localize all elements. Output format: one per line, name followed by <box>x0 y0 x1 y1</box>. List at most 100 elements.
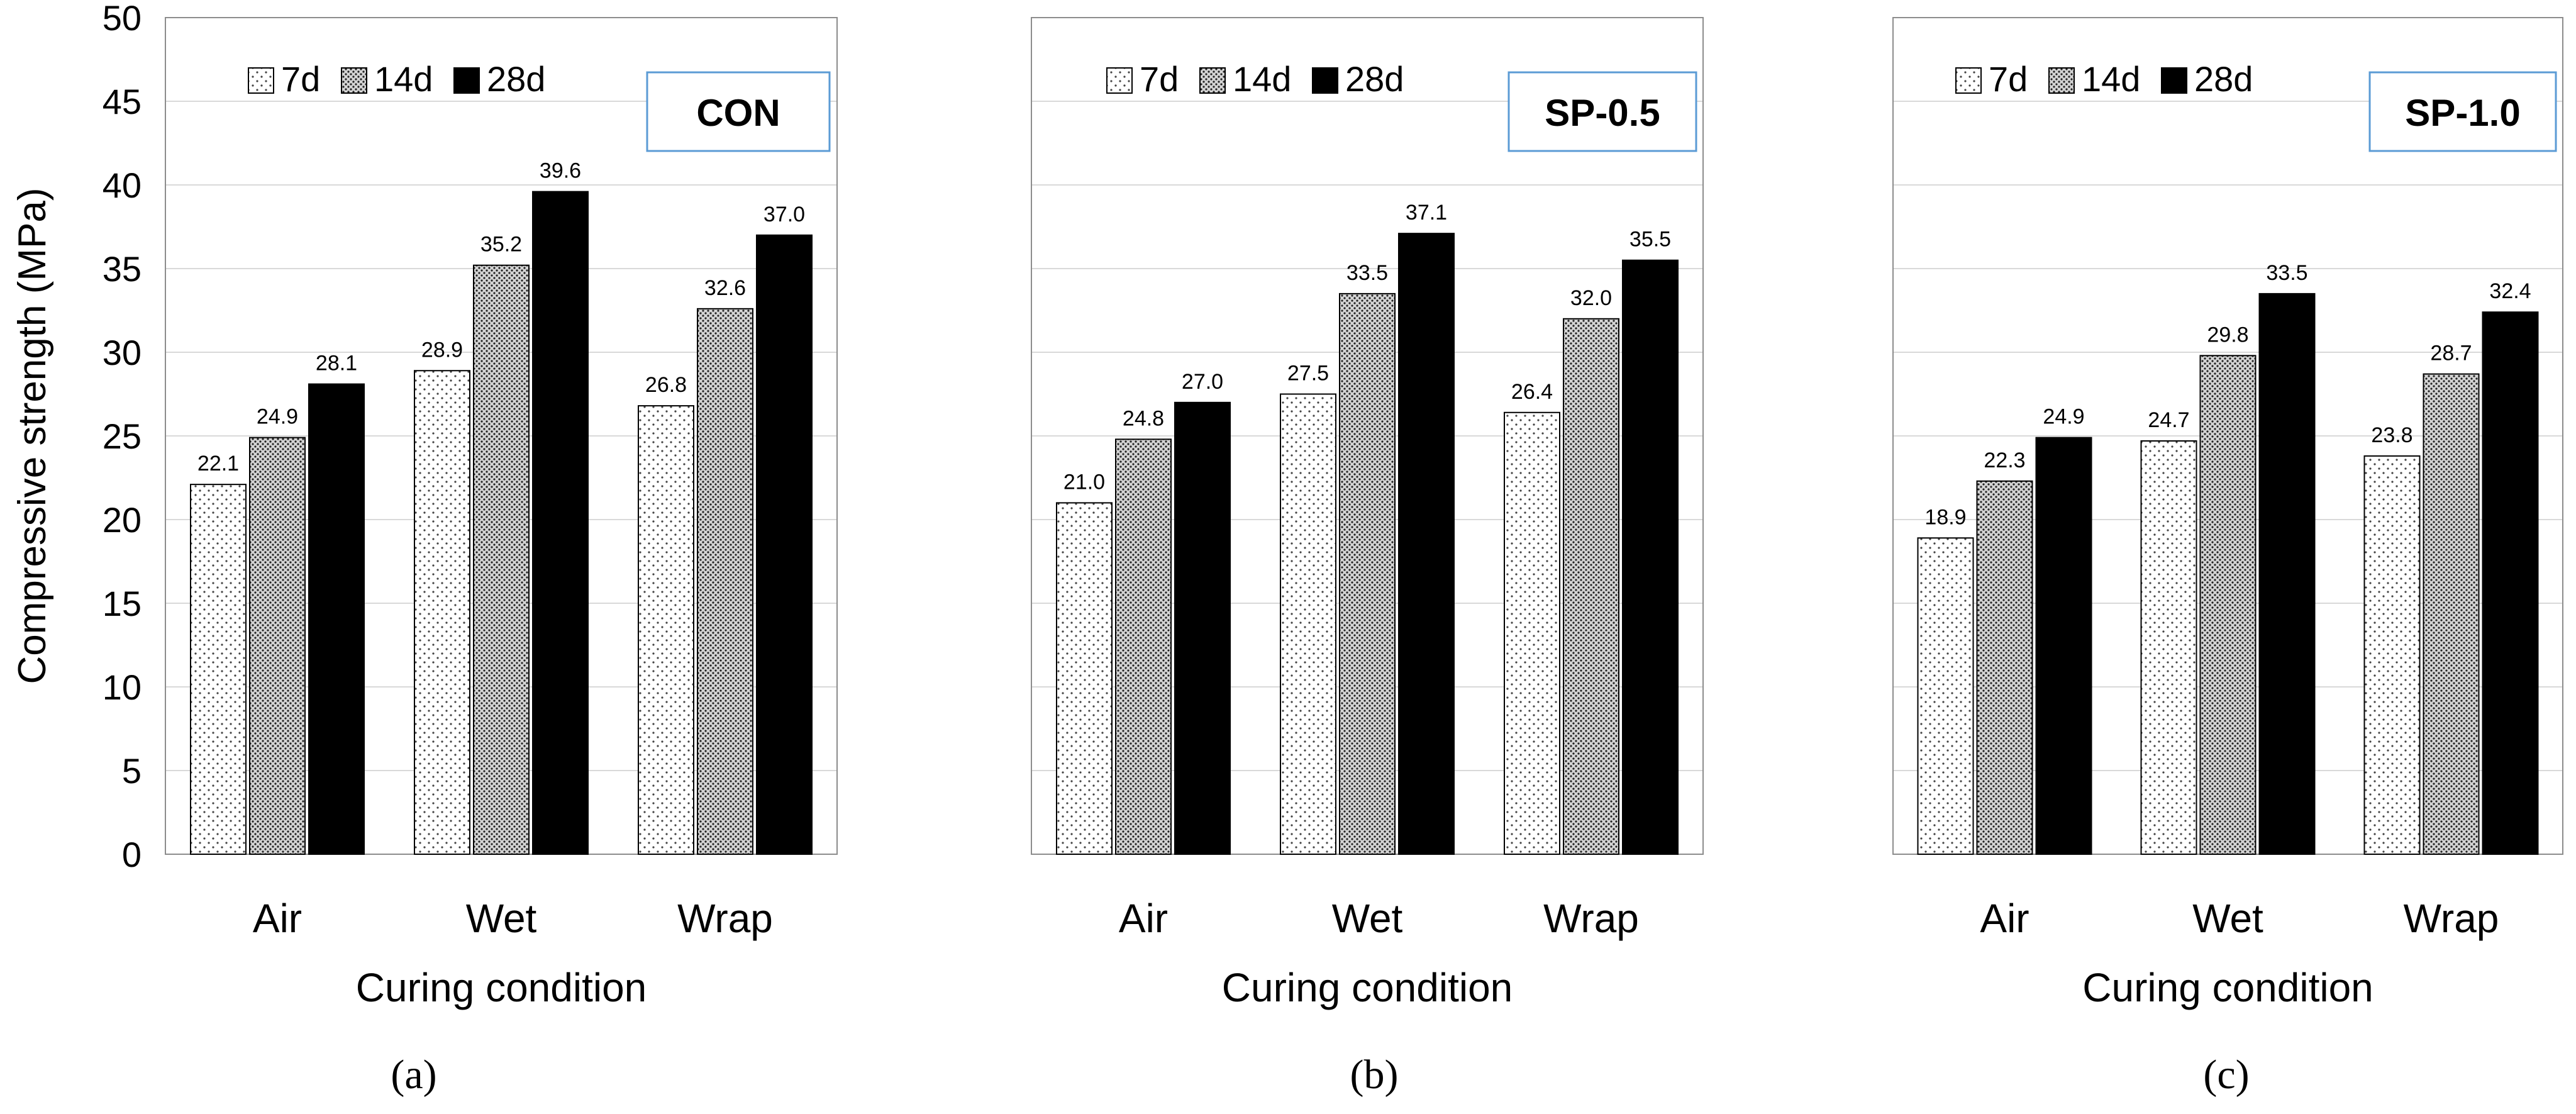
legend-swatch-28d <box>453 67 480 94</box>
data-label: 35.2 <box>480 233 522 257</box>
bar-wet-7d <box>414 370 470 855</box>
bar-air-28d <box>1174 401 1231 855</box>
data-label: 27.0 <box>1182 370 1223 394</box>
x-tick-label: Air <box>1119 896 1168 941</box>
chart-panel-c: 18.9 22.3 24.9 Air 24.7 29.8 33.5 Wet 23.8 28.7 32… <box>1892 17 2563 1098</box>
data-label: 37.0 <box>763 203 805 226</box>
data-label: 37.1 <box>1406 201 1447 225</box>
legend: 7d 14d 28d <box>1955 59 2253 99</box>
bar-wrap-14d <box>697 308 753 855</box>
x-tick-label: Wrap <box>2404 896 2499 941</box>
bar-wet-28d <box>1398 233 1455 855</box>
y-tick-label: 45 <box>103 82 142 121</box>
data-label: 33.5 <box>2266 261 2307 285</box>
legend-swatch-28d <box>1312 67 1338 94</box>
bar-wrap-7d <box>1504 411 1560 855</box>
data-label: 24.8 <box>1123 406 1164 430</box>
x-tick-label: Wet <box>466 896 537 941</box>
data-label: 35.5 <box>1629 228 1671 252</box>
data-label: 23.8 <box>2371 423 2412 447</box>
legend-label-7d: 7d <box>281 59 320 99</box>
y-tick-label: 50 <box>103 0 142 38</box>
bar-wrap-28d <box>756 234 813 855</box>
panel-caption: (a) <box>391 1052 436 1098</box>
legend-swatch-14d <box>1199 67 1226 94</box>
legend-label-7d: 7d <box>1140 59 1179 99</box>
legend-label-7d: 7d <box>1989 59 2028 99</box>
chart-panel-b: 21.0 24.8 27.0 Air 27.5 33.5 37.1 Wet 26.4 32.0 35… <box>1031 17 1704 1098</box>
bar-wet-7d <box>2140 440 2197 855</box>
data-label: 27.5 <box>1287 362 1329 386</box>
data-label: 22.3 <box>1984 448 2025 472</box>
legend-label-28d: 28d <box>1345 59 1404 99</box>
bar-air-28d <box>2035 437 2092 855</box>
bar-air-28d <box>308 383 365 855</box>
y-tick-label: 15 <box>103 584 142 623</box>
panel-label-box <box>646 71 831 152</box>
data-label: 24.7 <box>2148 408 2189 432</box>
y-tick-label: 35 <box>103 249 142 289</box>
bar-wrap-7d <box>2363 455 2421 855</box>
bar-wet-14d <box>473 264 530 855</box>
legend-label-14d: 14d <box>374 59 433 99</box>
data-label: 24.9 <box>2043 405 2084 429</box>
legend-swatch-7d <box>1106 67 1133 94</box>
y-axis-label: Compressive strength (MPa) <box>11 187 54 684</box>
bar-wet-14d <box>1339 292 1396 855</box>
data-label: 18.9 <box>1924 505 1966 529</box>
data-label: 32.6 <box>704 276 746 300</box>
y-tick-label: 0 <box>122 835 142 874</box>
data-label: 29.8 <box>2207 323 2248 347</box>
panel-label-box <box>1507 71 1697 152</box>
y-tick-label: 5 <box>122 751 142 791</box>
legend-swatch-14d <box>341 67 367 94</box>
x-tick-label: Wet <box>1332 896 1403 941</box>
bar-air-14d <box>1115 438 1172 855</box>
y-tick-label: 10 <box>103 667 142 707</box>
x-axis-label: Curing condition <box>1222 965 1513 1010</box>
bar-air-14d <box>249 437 306 855</box>
data-label: 28.9 <box>421 338 463 362</box>
y-tick-label: 25 <box>103 416 142 456</box>
data-label: 21.0 <box>1063 470 1105 494</box>
y-tick-label: 30 <box>103 333 142 372</box>
data-label: 32.0 <box>1570 286 1612 310</box>
panel-label-text: CON <box>696 92 780 134</box>
legend-label-14d: 14d <box>2082 59 2140 99</box>
bar-wrap-14d <box>1563 318 1619 855</box>
panel-label-box <box>2368 71 2557 152</box>
legend-swatch-14d <box>2048 67 2075 94</box>
bar-wet-28d <box>2258 292 2316 855</box>
bar-wrap-28d <box>2482 311 2539 855</box>
data-label: 24.9 <box>257 405 298 429</box>
panel-caption: (b) <box>1350 1052 1399 1098</box>
y-tick-label: 20 <box>103 500 142 540</box>
legend-label-28d: 28d <box>487 59 545 99</box>
legend-label-14d: 14d <box>1233 59 1291 99</box>
bar-air-7d <box>1056 502 1113 855</box>
legend-swatch-7d <box>248 67 274 94</box>
legend-label-28d: 28d <box>2194 59 2253 99</box>
data-label: 28.7 <box>2430 342 2472 365</box>
bar-air-14d <box>1976 480 2033 855</box>
data-label: 39.6 <box>540 159 581 183</box>
bar-air-7d <box>190 484 247 855</box>
bar-wet-28d <box>532 191 589 855</box>
data-label: 26.4 <box>1511 380 1553 404</box>
legend: 7d 14d 28d <box>248 59 545 99</box>
bar-air-7d <box>1917 537 1974 855</box>
panel-caption: (c) <box>2203 1052 2249 1098</box>
panel-label-text: SP-1.0 <box>2405 92 2520 134</box>
legend: 7d 14d 28d <box>1106 59 1404 99</box>
y-tick-label: 40 <box>103 165 142 205</box>
data-label: 26.8 <box>645 373 687 397</box>
data-label: 28.1 <box>316 352 357 376</box>
bar-wrap-7d <box>638 405 694 855</box>
x-tick-label: Air <box>253 896 302 941</box>
panel-label-text: SP-0.5 <box>1545 92 1660 134</box>
bar-wrap-28d <box>1622 259 1679 855</box>
data-label: 32.4 <box>2489 279 2531 303</box>
x-tick-label: Wrap <box>1543 896 1639 941</box>
